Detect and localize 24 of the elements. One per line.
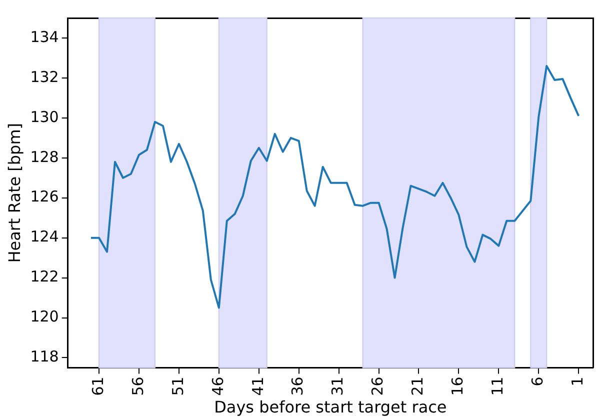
x-tick-label: 61 <box>88 376 107 396</box>
x-tick-label: 51 <box>168 376 187 396</box>
x-tick-label: 36 <box>288 376 307 396</box>
y-tick-label: 124 <box>30 228 59 246</box>
x-tick-label: 16 <box>448 376 467 396</box>
y-tick-label: 132 <box>30 68 59 86</box>
x-tick-label: 1 <box>568 376 586 386</box>
y-tick-label: 122 <box>30 268 59 286</box>
y-tick-label: 134 <box>30 28 59 46</box>
x-tick-label: 21 <box>408 376 427 396</box>
y-tick-label: 118 <box>30 348 59 366</box>
x-tick-label: 41 <box>248 376 267 396</box>
x-tick-label: 11 <box>488 376 507 396</box>
x-tick-label: 26 <box>368 376 387 396</box>
y-tick-label: 130 <box>30 108 59 126</box>
x-tick-label: 46 <box>208 376 227 396</box>
x-axis-title: Days before start target race <box>214 398 447 417</box>
y-tick-label: 128 <box>30 148 59 166</box>
y-tick-label: 126 <box>30 188 59 206</box>
y-tick-label: 120 <box>30 308 59 326</box>
x-tick-label: 6 <box>528 376 547 386</box>
x-tick-label: 56 <box>128 376 147 396</box>
y-axis-title: Heart Rate [bpm] <box>4 122 24 263</box>
x-tick-label: 31 <box>328 376 347 396</box>
